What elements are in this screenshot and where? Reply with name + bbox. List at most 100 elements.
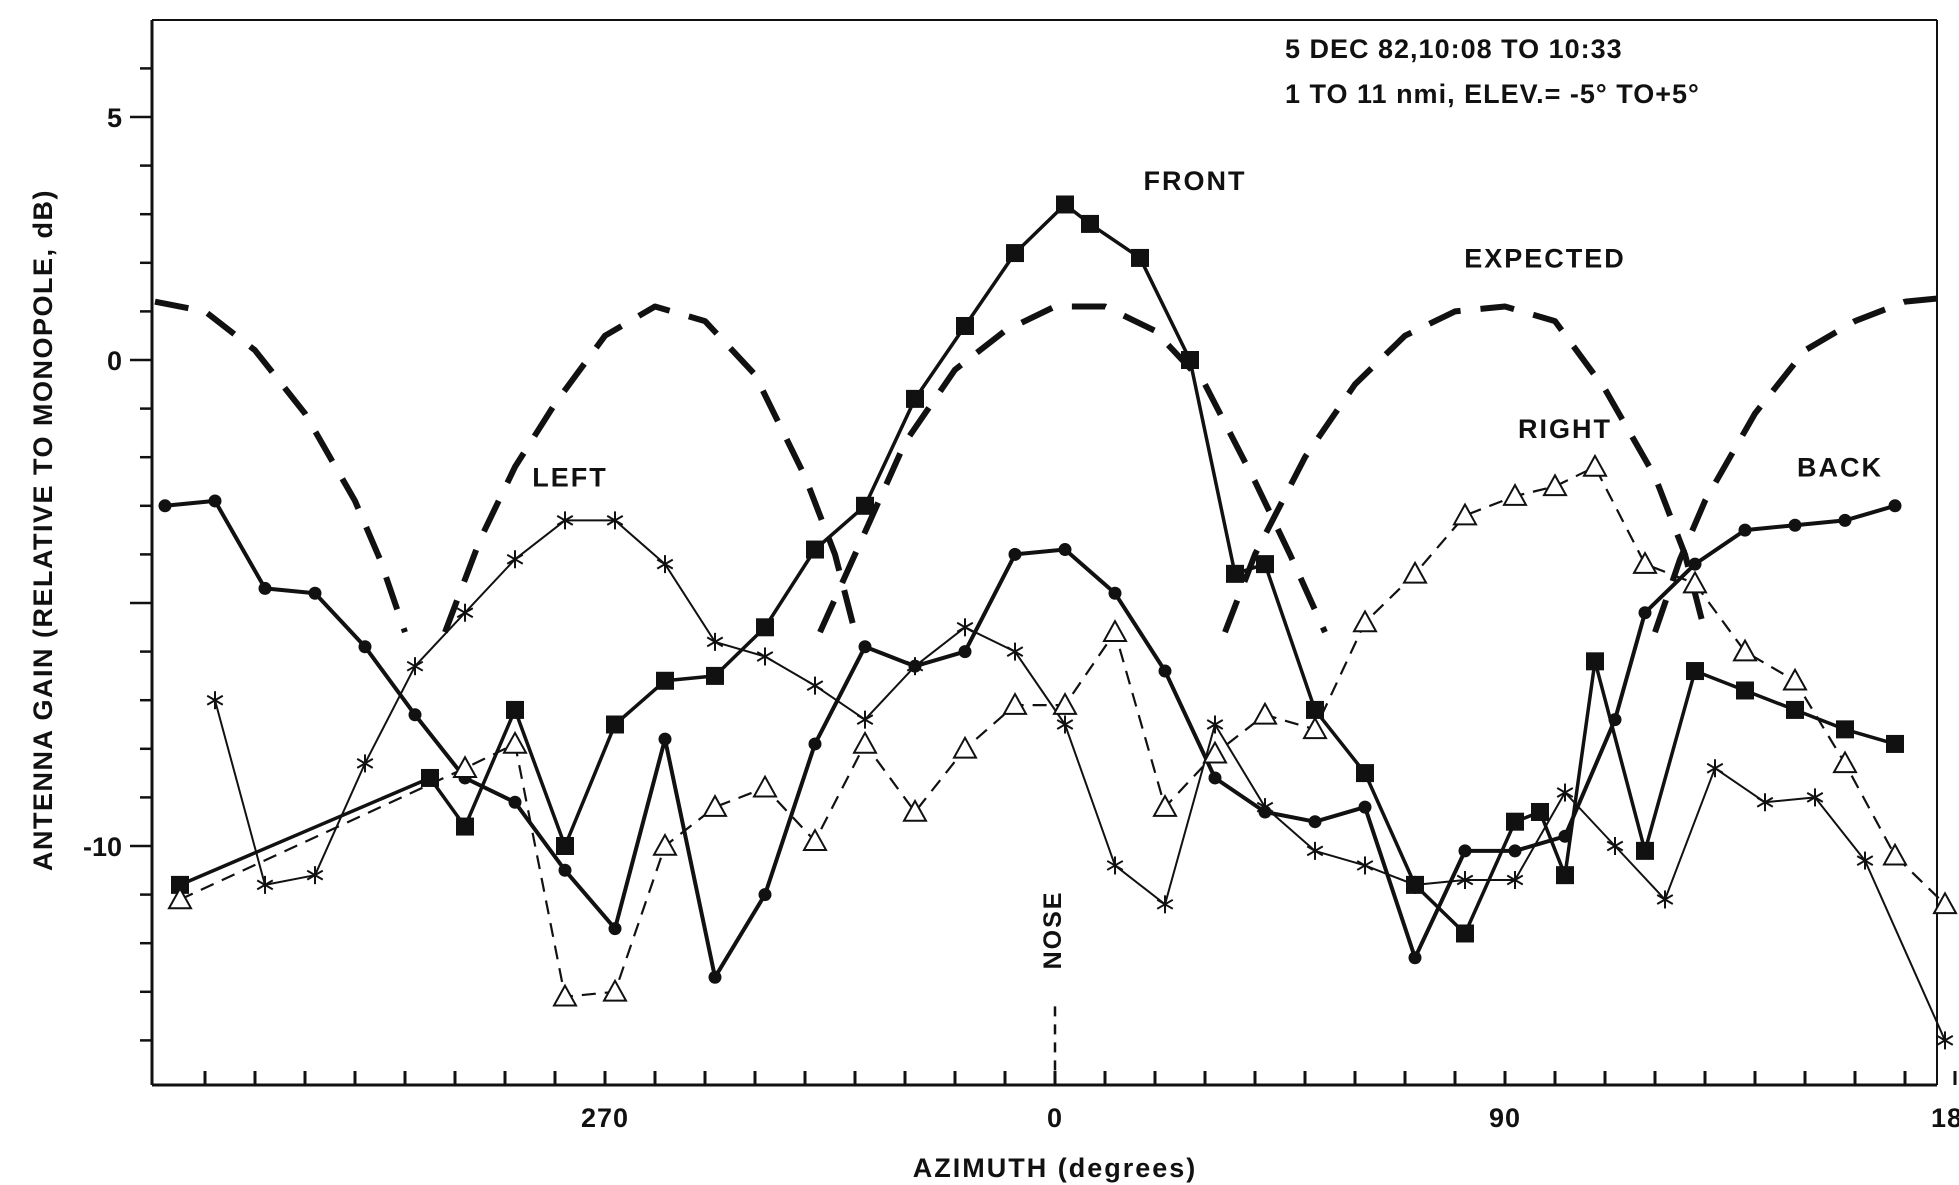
x-tick-label-180: 180 — [1931, 1103, 1959, 1133]
back-point-10 — [658, 732, 672, 746]
front-point-27 — [1586, 652, 1604, 671]
front-point-30 — [1736, 681, 1754, 700]
left-point-34 — [1936, 1031, 1954, 1050]
back-point-28 — [1558, 829, 1572, 843]
back-point-33 — [1788, 518, 1802, 532]
front-point-32 — [1836, 720, 1854, 739]
back-point-34 — [1838, 513, 1852, 527]
front-point-2 — [456, 817, 474, 836]
left-point-7 — [556, 511, 574, 530]
front-point-21 — [1356, 764, 1374, 783]
front-point-25 — [1531, 802, 1549, 821]
right-point-21 — [1452, 502, 1478, 526]
front-point-10 — [856, 496, 874, 515]
axis-ticks: 270 0 90 180 5 0 -10 — [83, 67, 1959, 1133]
back-line — [164, 498, 1896, 980]
right-point-7 — [752, 774, 778, 798]
front-point-13 — [1006, 244, 1024, 263]
front-point-5 — [606, 715, 624, 734]
left-point-24 — [1406, 875, 1424, 894]
back-point-9 — [608, 922, 622, 936]
left-point-28 — [1606, 837, 1624, 855]
right-point-22 — [1502, 483, 1528, 506]
back-point-0 — [158, 499, 172, 513]
left-point-15 — [956, 618, 974, 637]
front-point-7 — [706, 666, 724, 685]
left-point-26 — [1506, 871, 1524, 890]
front-point-6 — [656, 671, 674, 690]
left-point-11 — [756, 647, 774, 666]
right-point-8 — [802, 828, 828, 851]
front-point-0 — [171, 875, 189, 894]
x-tick-label-270: 270 — [581, 1103, 629, 1133]
front-point-12 — [956, 316, 974, 335]
left-point-22 — [1306, 841, 1324, 860]
series-label-right: RIGHT — [1518, 414, 1612, 444]
right-point-26 — [1682, 570, 1708, 594]
left-point-19 — [1156, 895, 1174, 914]
back-point-2 — [258, 581, 272, 595]
x-axis-label: AZIMUTH (degrees) — [913, 1153, 1198, 1183]
chart-labels: 5 DEC 82,10:08 TO 10:33 1 TO 11 nmi, ELE… — [28, 34, 1881, 1183]
front-point-17 — [1181, 351, 1199, 369]
right-point-16 — [1202, 740, 1228, 764]
left-point-9 — [656, 555, 674, 574]
back-point-8 — [558, 863, 572, 877]
right-point-31 — [1932, 891, 1958, 915]
right-point-10 — [902, 798, 928, 822]
back-point-35 — [1888, 499, 1902, 513]
left-point-8 — [606, 511, 624, 530]
back-point-19 — [1108, 586, 1122, 600]
front-point-16 — [1131, 248, 1149, 267]
front-point-19 — [1256, 555, 1274, 574]
x-tick-label-90: 90 — [1489, 1103, 1521, 1133]
front-point-11 — [906, 389, 924, 408]
front-point-4 — [556, 837, 574, 855]
expected-curve — [154, 293, 1956, 634]
left-point-5 — [456, 603, 474, 622]
front-point-3 — [506, 700, 524, 719]
front-point-31 — [1786, 700, 1804, 719]
right-point-14 — [1102, 619, 1128, 642]
right-point-25 — [1632, 551, 1658, 574]
back-point-20 — [1158, 664, 1172, 678]
right-point-27 — [1732, 638, 1758, 662]
back-point-32 — [1738, 523, 1752, 537]
back-point-12 — [758, 888, 772, 902]
right-point-6 — [702, 794, 728, 817]
back-point-18 — [1058, 543, 1072, 557]
left-point-6 — [506, 550, 524, 569]
back-point-13 — [808, 737, 822, 751]
front-point-8 — [756, 618, 774, 637]
x-tick-label-0: 0 — [1047, 1103, 1063, 1133]
front-point-33 — [1886, 734, 1904, 753]
right-point-29 — [1832, 750, 1858, 774]
back-point-21 — [1208, 771, 1222, 785]
right-point-23 — [1542, 473, 1568, 497]
left-point-13 — [856, 710, 874, 729]
back-point-11 — [708, 970, 722, 984]
series-label-expected: EXPECTED — [1464, 244, 1626, 274]
back-point-29 — [1608, 713, 1622, 727]
right-point-0 — [167, 886, 193, 910]
left-point-20 — [1206, 715, 1224, 734]
y-axis-label: ANTENNA GAIN (RELATIVE TO MONOPOLE, dB) — [28, 189, 58, 871]
front-point-9 — [806, 540, 824, 559]
y-tick-label-0: 0 — [107, 346, 122, 376]
right-point-24 — [1582, 453, 1608, 477]
right-point-3 — [552, 983, 578, 1007]
front-point-14 — [1056, 195, 1074, 214]
left-point-1 — [256, 875, 274, 894]
expected-segment-0 — [154, 298, 408, 634]
front-point-20 — [1306, 700, 1324, 719]
right-point-13 — [1052, 692, 1078, 715]
series-label-left: LEFT — [532, 462, 608, 492]
left-point-4 — [406, 657, 424, 676]
front-point-29 — [1686, 662, 1704, 681]
y-tick-label--10: -10 — [83, 832, 122, 862]
front-point-18 — [1226, 564, 1244, 583]
right-point-19 — [1352, 609, 1378, 633]
left-point-21 — [1256, 798, 1274, 817]
back-point-17 — [1008, 547, 1022, 561]
